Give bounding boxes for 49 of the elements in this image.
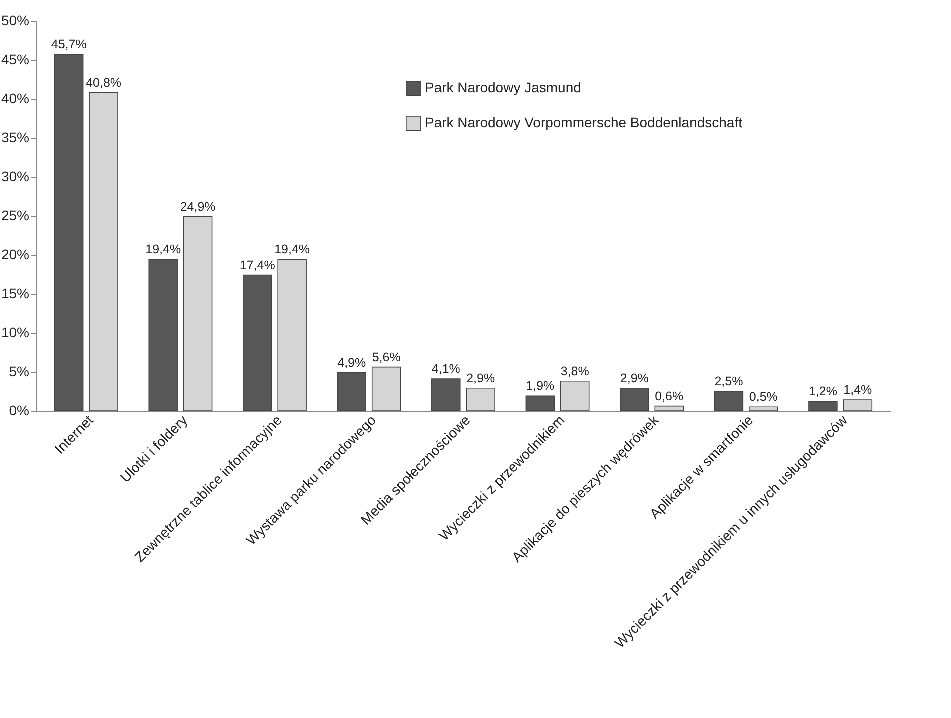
bar [148, 259, 178, 412]
bar [808, 401, 838, 412]
y-tick-label: 10% [1, 324, 30, 340]
data-label: 24,9% [180, 200, 216, 214]
data-label: 2,9% [620, 371, 649, 386]
data-label: 0,5% [749, 390, 778, 404]
data-label: 19,4% [274, 242, 310, 257]
bar [620, 388, 650, 412]
bar [89, 92, 118, 412]
data-label: 0,6% [655, 389, 684, 404]
bar [843, 400, 873, 412]
y-tick-label: 0% [9, 402, 30, 418]
bar [654, 406, 684, 412]
data-label: 2,9% [466, 371, 496, 386]
legend-label: Park Narodowy Vorpommersche Boddenlandschaft [425, 114, 743, 130]
data-label: 1,4% [844, 383, 872, 398]
y-tick-label: 25% [1, 208, 30, 224]
y-tick-label: 30% [1, 168, 30, 184]
y-tick-label: 45% [1, 52, 30, 68]
y-tick-label: 5% [9, 364, 30, 380]
bar [372, 366, 402, 412]
y-tick-label: 35% [1, 130, 30, 146]
y-tick-label: 50% [1, 12, 30, 28]
bar [337, 372, 367, 412]
y-tick-label: 15% [1, 286, 30, 302]
bar [278, 259, 307, 412]
data-label: 19,4% [146, 242, 182, 257]
bar [749, 406, 778, 412]
y-tick-label: 40% [1, 90, 30, 106]
data-label: 3,8% [560, 364, 590, 378]
bar [432, 378, 461, 412]
bar [560, 380, 590, 412]
data-label: 2,5% [714, 374, 744, 388]
data-label: 17,4% [240, 258, 276, 272]
bar [526, 396, 556, 412]
data-label: 1,2% [808, 384, 838, 399]
bar [466, 388, 496, 412]
legend-label: Park Narodowy Jasmund [425, 80, 582, 96]
data-label: 4,9% [338, 356, 366, 370]
data-label: 40,8% [86, 76, 122, 90]
bar [183, 216, 213, 412]
bar [714, 391, 744, 412]
bar [54, 54, 84, 412]
data-label: 1,9% [526, 379, 555, 394]
data-label: 5,6% [372, 350, 401, 364]
data-label: 45,7% [51, 38, 87, 52]
data-label: 4,1% [432, 362, 460, 376]
bar [242, 274, 272, 412]
y-tick-label: 20% [1, 246, 30, 262]
